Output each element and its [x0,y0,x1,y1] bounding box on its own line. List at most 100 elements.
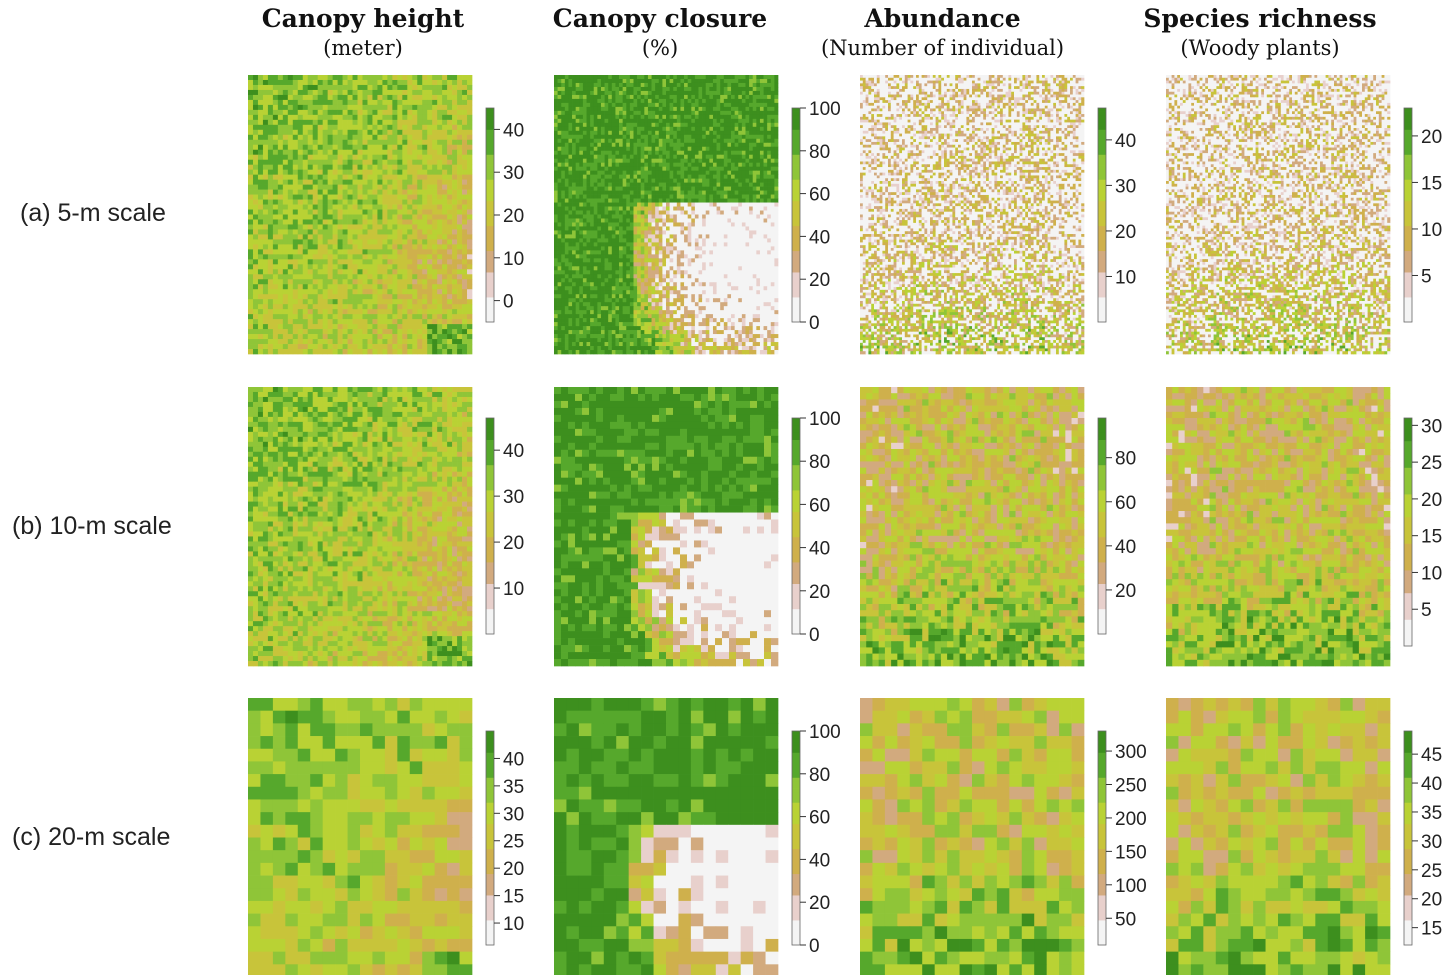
heatmap-cell [278,180,283,185]
heatmap-cell [402,155,407,160]
heatmap-cell [333,205,338,210]
heatmap-cell [652,139,656,143]
heatmap-cell [659,155,663,159]
heatmap-cell [633,99,637,103]
heatmap-cell [283,264,288,269]
heatmap-cell [457,120,462,125]
heatmap-cell [673,139,677,143]
heatmap-cell [318,185,323,190]
heatmap-cell [673,155,677,159]
heatmap-cell [738,135,742,139]
heatmap-cell [745,107,749,111]
heatmap-cell [387,309,392,314]
heatmap-cell [467,219,472,224]
heatmap-cell [353,140,358,145]
heatmap-cell [680,159,684,163]
heatmap-cell [253,244,258,249]
heatmap-cell [343,195,348,200]
heatmap-cell [273,80,278,85]
heatmap-cell [767,99,771,103]
heatmap-cell [417,304,422,309]
heatmap-cell [554,115,558,119]
heatmap-cell [313,185,318,190]
heatmap-cell [308,115,313,120]
heatmap-cell [447,224,452,229]
heatmap-cell [688,155,692,159]
heatmap-cell [576,79,580,83]
heatmap-cell [367,165,372,170]
heatmap-cell [457,309,462,314]
heatmap-cell [655,95,659,99]
heatmap-cell [447,90,452,95]
heatmap-cell [749,123,753,127]
heatmap-cell [358,110,363,115]
heatmap-cell [353,120,358,125]
heatmap-cell [709,151,713,155]
heatmap-cell [288,155,293,160]
heatmap-cell [328,284,333,289]
heatmap-cell [771,103,775,107]
heatmap-cell [576,127,580,131]
heatmap-cell [579,91,583,95]
heatmap-cell [442,299,447,304]
heatmap-cell [392,274,397,279]
heatmap-cell [412,85,417,90]
heatmap-cell [362,289,367,294]
heatmap-cell [601,87,605,91]
heatmap-cell [253,249,258,254]
heatmap-cell [407,80,412,85]
heatmap-cell [333,299,338,304]
heatmap-cell [328,269,333,274]
heatmap-cell [648,75,652,79]
heatmap-cell [427,140,432,145]
heatmap-cell [756,119,760,123]
heatmap-cell [717,91,721,95]
heatmap-cell [673,127,677,131]
heatmap-cell [442,120,447,125]
heatmap-cell [462,170,467,175]
heatmap-cell [457,329,462,334]
heatmap-cell [457,259,462,264]
heatmap-cell [372,105,377,110]
heatmap-cell [387,249,392,254]
heatmap-cell [753,75,757,79]
heatmap-cell [278,175,283,180]
heatmap-cell [427,289,432,294]
heatmap-cell [258,170,263,175]
heatmap-cell [278,80,283,85]
heatmap-cell [724,143,728,147]
heatmap-cell [447,234,452,239]
heatmap-cell [417,170,422,175]
heatmap-cell [273,344,278,349]
heatmap-cell [422,210,427,215]
heatmap-cell [764,103,768,107]
heatmap-cell [407,160,412,165]
heatmap-cell [447,264,452,269]
heatmap-cell [764,115,768,119]
colorbar-segment [486,186,494,190]
heatmap-cell [253,110,258,115]
heatmap-cell [263,165,268,170]
heatmap-cell [735,131,739,135]
heatmap-cell [303,205,308,210]
heatmap-cell [258,294,263,299]
heatmap-cell [576,151,580,155]
heatmap-cell [706,155,710,159]
heatmap-cell [298,130,303,135]
heatmap-cell [253,314,258,319]
heatmap-cell [735,143,739,147]
heatmap-cell [558,159,562,163]
heatmap-cell [268,224,273,229]
heatmap-cell [745,111,749,115]
heatmap-cell [417,319,422,324]
heatmap-cell [358,155,363,160]
heatmap-cell [720,83,724,87]
heatmap-cell [318,254,323,259]
heatmap-cell [727,115,731,119]
heatmap-cell [402,215,407,220]
heatmap-cell [652,127,656,131]
heatmap-cell [688,123,692,127]
heatmap-cell [760,83,764,87]
heatmap-cell [579,79,583,83]
heatmap-cell [333,254,338,259]
